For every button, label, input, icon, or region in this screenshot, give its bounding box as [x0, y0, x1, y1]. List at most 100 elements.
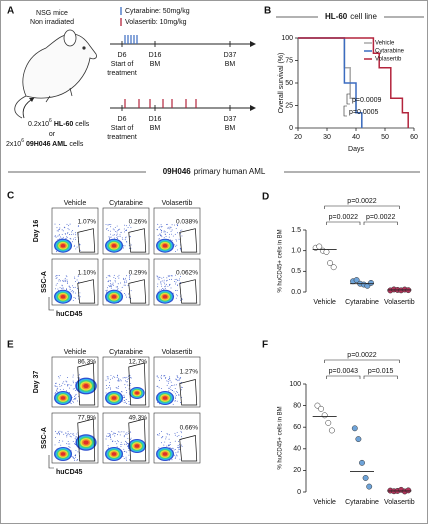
event — [54, 223, 56, 225]
event — [177, 450, 179, 452]
event — [59, 383, 61, 385]
event — [68, 391, 70, 393]
event — [113, 284, 115, 286]
event — [117, 387, 119, 389]
event — [125, 281, 127, 283]
timeline-day: D6 — [118, 52, 127, 59]
x-axis-label: Days — [348, 146, 364, 153]
event — [181, 436, 183, 438]
event — [107, 436, 109, 438]
event — [181, 386, 183, 388]
event — [160, 235, 162, 237]
gate — [77, 228, 96, 253]
event — [67, 231, 69, 233]
event — [123, 247, 124, 249]
event — [65, 432, 67, 434]
event — [59, 440, 61, 442]
event — [112, 432, 114, 434]
event — [127, 384, 129, 386]
event — [66, 443, 67, 445]
event — [123, 400, 125, 401]
event — [161, 230, 163, 232]
event — [73, 401, 74, 403]
event — [177, 376, 179, 378]
event — [75, 450, 77, 451]
event — [174, 224, 175, 226]
event — [65, 238, 67, 239]
event — [127, 284, 129, 286]
event — [178, 447, 180, 448]
event — [109, 284, 111, 286]
event — [110, 283, 112, 284]
timeline-note: BM — [150, 125, 161, 132]
event — [164, 286, 166, 288]
event — [126, 432, 128, 434]
event — [170, 287, 172, 289]
event — [124, 239, 126, 241]
event — [107, 275, 109, 277]
event — [114, 280, 116, 282]
event — [113, 432, 115, 434]
event — [108, 285, 110, 286]
event — [171, 239, 173, 241]
event — [66, 289, 68, 291]
event — [105, 228, 107, 230]
event — [180, 276, 181, 278]
event — [157, 283, 159, 285]
timeline-day: D37 — [224, 52, 237, 59]
event — [57, 230, 59, 232]
event — [160, 281, 162, 283]
event — [108, 387, 110, 389]
legend-text: Cytarabine: 50mg/kg — [125, 8, 190, 15]
event — [126, 229, 127, 231]
event — [61, 385, 63, 387]
panel-label: D — [262, 192, 269, 203]
event — [124, 224, 126, 226]
timeline-note: treatment — [107, 70, 137, 77]
y-tick-label: 1.5 — [291, 227, 301, 234]
event — [168, 434, 170, 436]
event — [126, 275, 127, 277]
event — [164, 287, 166, 289]
density — [111, 243, 117, 248]
event — [54, 385, 56, 387]
event — [59, 434, 61, 436]
event — [58, 278, 60, 280]
event — [174, 244, 176, 246]
event — [109, 238, 111, 240]
event — [174, 281, 175, 283]
event — [72, 440, 74, 442]
event — [157, 278, 159, 280]
event — [121, 286, 123, 288]
event — [127, 379, 129, 381]
event — [56, 277, 58, 279]
event — [159, 276, 161, 278]
text: HL-60 — [325, 12, 348, 21]
y-tick-label: 60 — [293, 424, 301, 431]
event — [57, 275, 59, 277]
density — [60, 452, 66, 456]
event — [167, 223, 169, 225]
event — [67, 233, 68, 235]
event — [105, 392, 107, 394]
event — [106, 289, 108, 291]
event — [130, 377, 132, 379]
event — [166, 380, 168, 382]
event — [179, 378, 181, 380]
flow-plot: 49.3% — [102, 412, 150, 464]
event — [114, 441, 116, 442]
event — [176, 294, 178, 296]
event — [130, 244, 132, 246]
event — [172, 385, 174, 386]
text: 6 — [21, 138, 24, 144]
event — [129, 279, 131, 280]
event — [124, 282, 126, 284]
event — [118, 441, 120, 443]
event — [180, 377, 182, 379]
p-value: p=0.0009 — [352, 97, 381, 104]
event — [177, 279, 178, 281]
event — [121, 237, 123, 239]
event — [64, 281, 66, 282]
density — [111, 396, 117, 400]
event — [69, 402, 71, 404]
